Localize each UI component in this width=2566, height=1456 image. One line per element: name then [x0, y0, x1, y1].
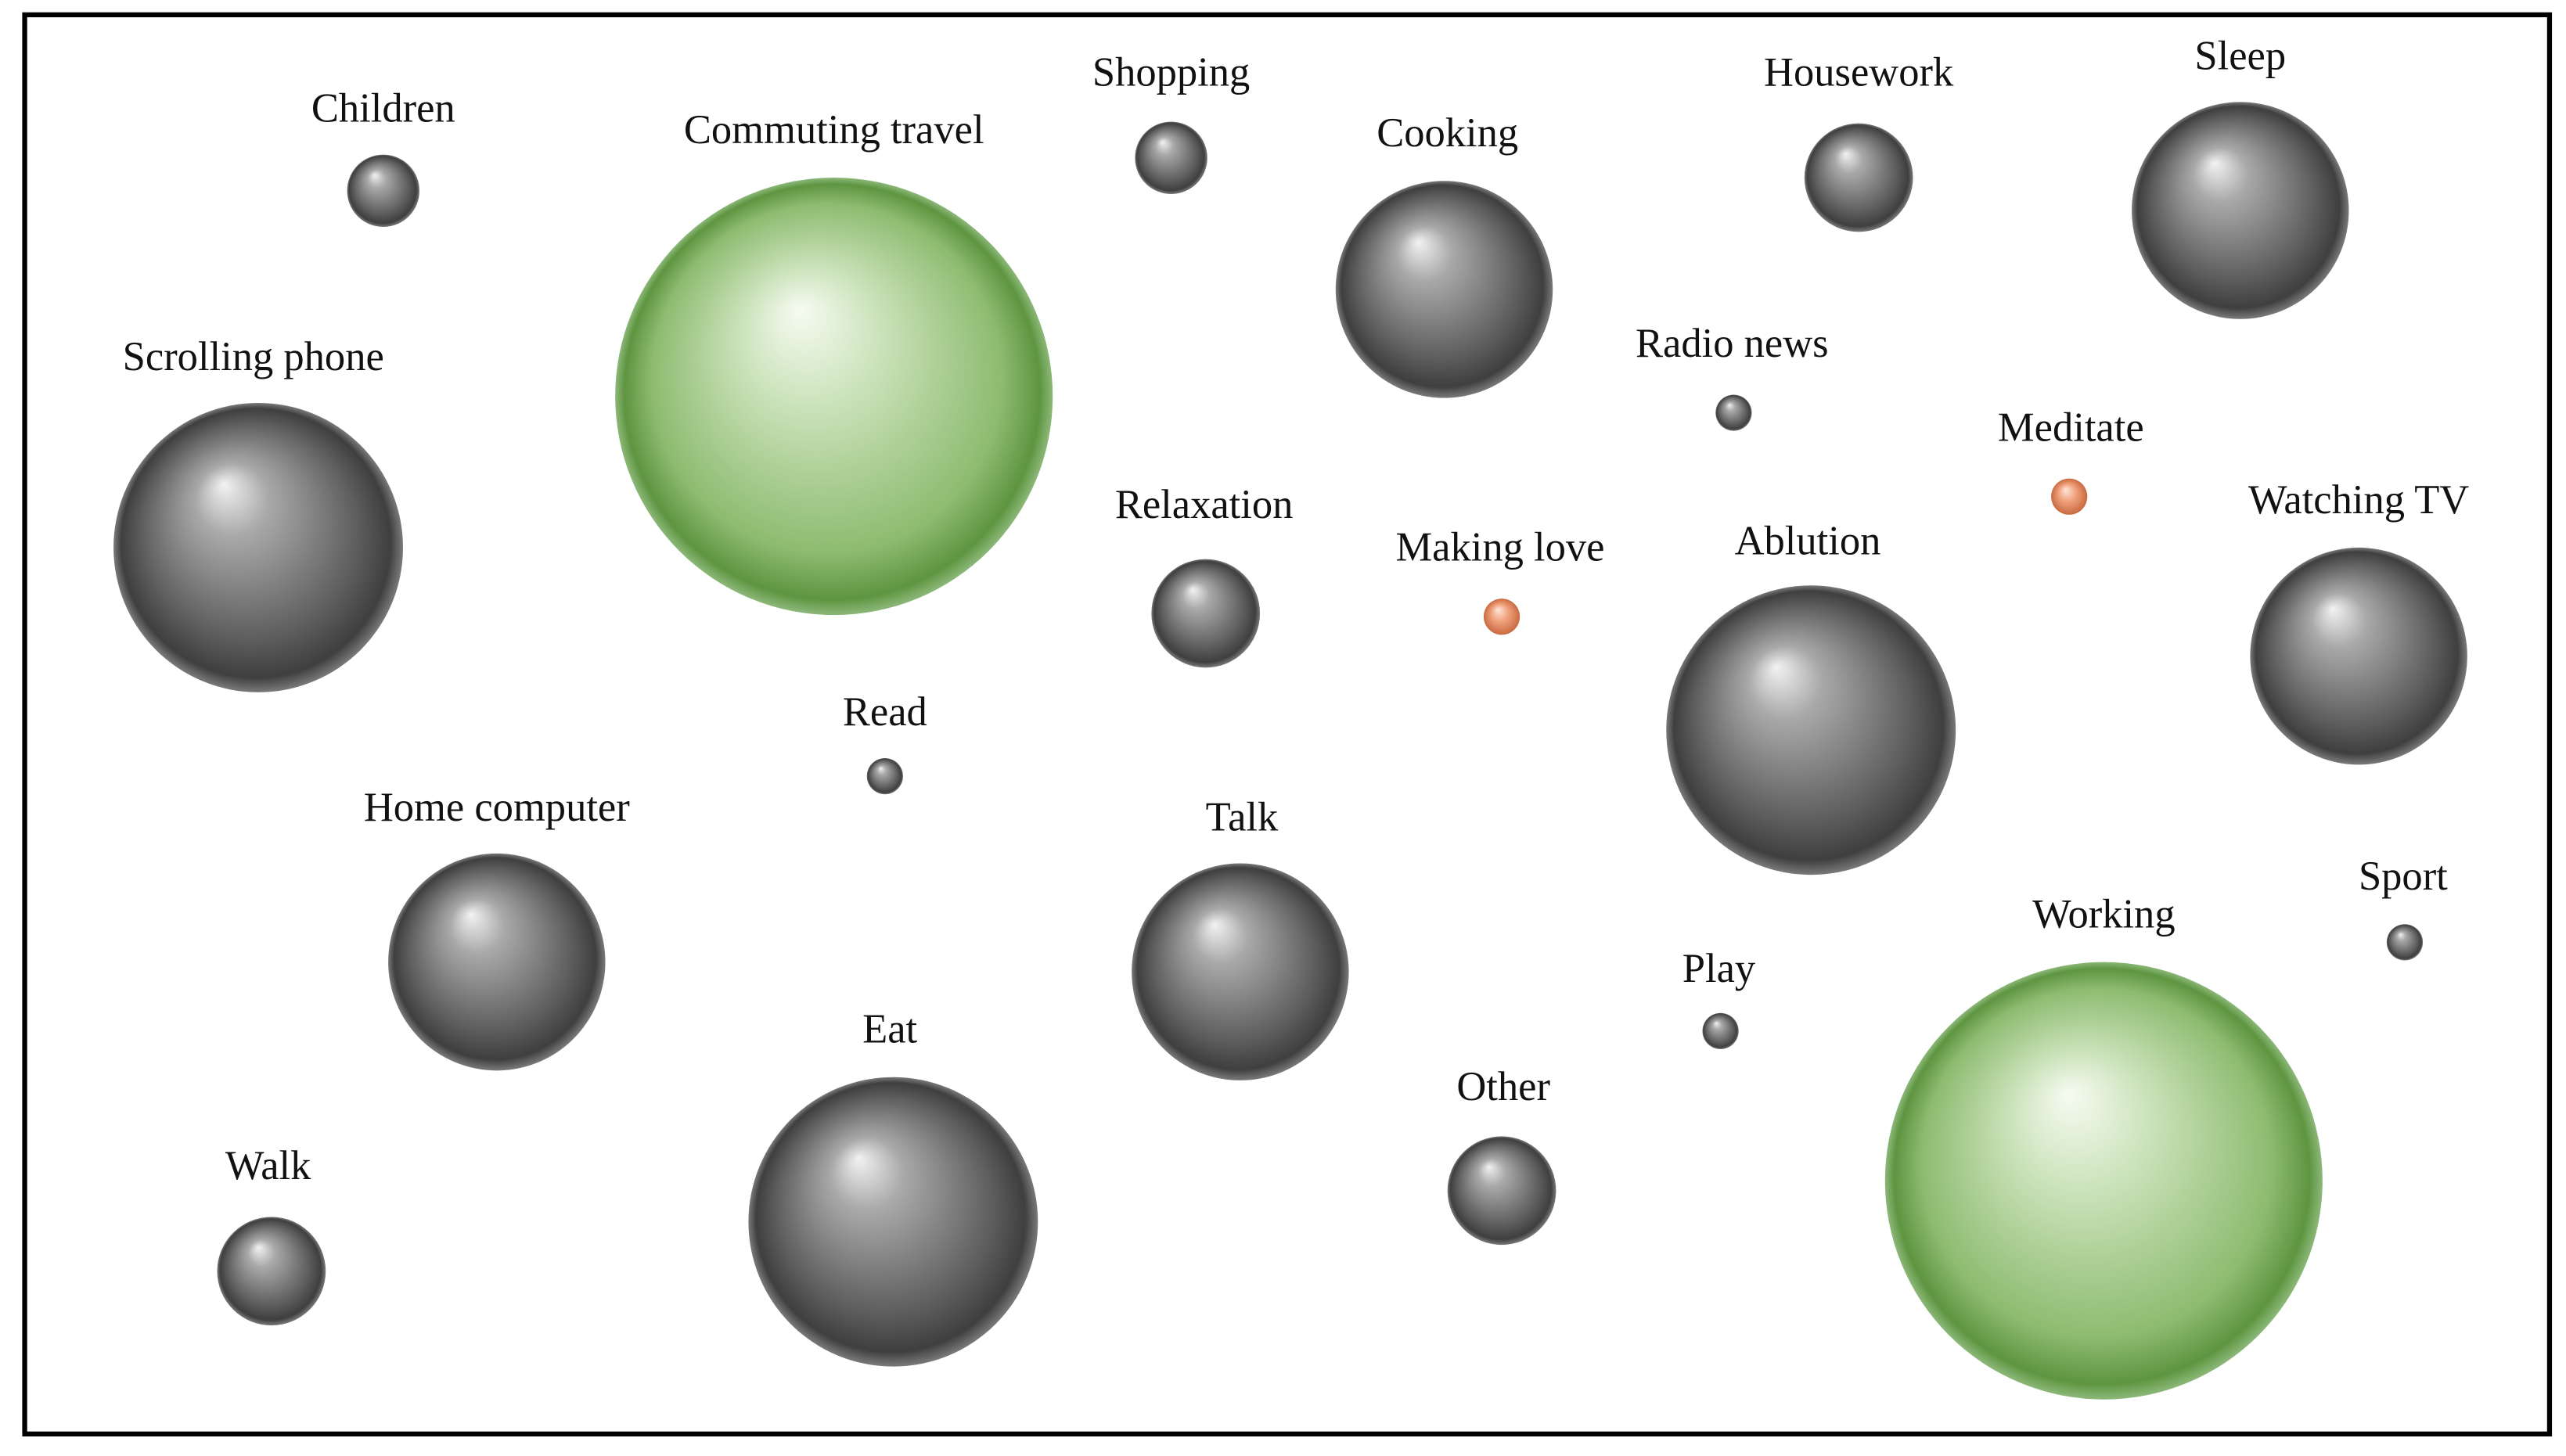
- bubble-label: Sport: [2359, 854, 2448, 899]
- bubble-label: Meditate: [1998, 404, 2144, 450]
- bubble: [615, 178, 1053, 616]
- bubble-label: Scrolling phone: [123, 334, 384, 379]
- bubble: [2051, 478, 2088, 515]
- bubble-label: Commuting travel: [684, 107, 984, 153]
- bubble: [1715, 394, 1752, 431]
- bubble-label: Other: [1456, 1064, 1550, 1109]
- bubble-label: Housework: [1764, 49, 1954, 95]
- bubble: [1666, 585, 1956, 875]
- bubble: [347, 154, 420, 228]
- bubble: [113, 402, 403, 692]
- bubble: [866, 757, 903, 795]
- bubble-label: Working: [2032, 891, 2176, 937]
- bubble-label: Walk: [225, 1143, 311, 1188]
- bubble-label: Eat: [862, 1007, 917, 1052]
- bubble-label: Making love: [1395, 525, 1604, 570]
- bubble-label: Home computer: [364, 785, 630, 830]
- bubble: [2386, 924, 2424, 961]
- bubble: [1447, 1136, 1557, 1246]
- bubble-label: Shopping: [1092, 49, 1250, 95]
- bubble-label: Children: [311, 86, 455, 131]
- bubble: [1151, 559, 1261, 668]
- bubble-label: Ablution: [1735, 518, 1881, 563]
- bubble: [1884, 962, 2323, 1400]
- bubble: [1804, 123, 1913, 232]
- bubble: [1132, 863, 1349, 1080]
- bubble-label: Watching TV: [2248, 477, 2469, 523]
- bubble-label: Read: [843, 689, 927, 735]
- bubble-label: Talk: [1206, 794, 1279, 839]
- bubble: [1483, 599, 1521, 635]
- bubble: [2250, 547, 2467, 765]
- bubble-label: Radio news: [1636, 321, 1829, 366]
- bubble: [2132, 102, 2349, 319]
- bubble-label: Relaxation: [1115, 482, 1294, 527]
- bubble-label: Play: [1682, 946, 1756, 991]
- bubble: [1135, 121, 1207, 195]
- bubble-label: Cooking: [1377, 110, 1518, 156]
- bubble: [217, 1217, 326, 1326]
- bubble: [388, 853, 606, 1071]
- bubble: [1335, 181, 1553, 398]
- bubble: [1702, 1012, 1739, 1049]
- bubble: [748, 1077, 1038, 1367]
- bubble-label: Sleep: [2194, 33, 2286, 78]
